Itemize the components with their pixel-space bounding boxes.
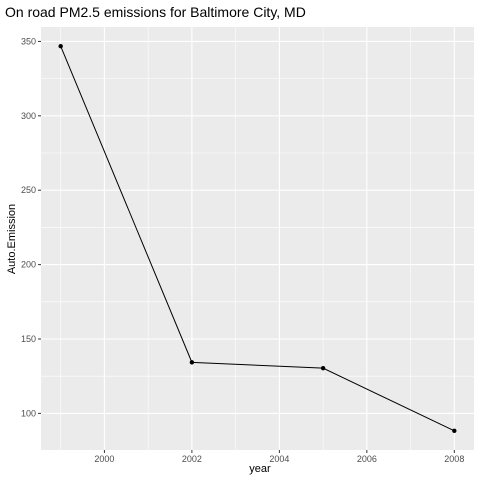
chart-title: On road PM2.5 emissions for Baltimore Ci… [5, 4, 306, 20]
y-tick-label: 250 [21, 185, 36, 195]
data-point [452, 428, 457, 434]
y-tick-label: 150 [21, 334, 36, 344]
y-axis-title: Auto.Emission [6, 204, 18, 274]
minor-gridlines [41, 27, 474, 450]
data-point [189, 360, 195, 365]
x-axis: 2000 2002 2004 2006 2008 [94, 450, 464, 464]
x-tick-label: 2004 [269, 454, 289, 464]
data-point [320, 365, 326, 371]
y-axis: 100 150 200 250 300 350 [21, 36, 41, 418]
y-tick-label: 300 [21, 111, 36, 121]
data-point [58, 43, 63, 49]
series-emission [60, 45, 455, 432]
y-tick-label: 100 [21, 408, 36, 418]
series-line [60, 45, 455, 432]
data-points [58, 43, 457, 434]
plot-panel [41, 27, 474, 450]
y-tick-label: 200 [21, 260, 36, 270]
major-gridlines [41, 27, 474, 450]
x-tick-label: 2006 [357, 454, 377, 464]
x-tick-label: 2002 [182, 454, 202, 464]
x-tick-label: 2000 [94, 454, 114, 464]
y-tick-label: 350 [21, 36, 36, 46]
x-tick-label: 2008 [444, 454, 464, 464]
x-axis-title: year [249, 463, 271, 475]
